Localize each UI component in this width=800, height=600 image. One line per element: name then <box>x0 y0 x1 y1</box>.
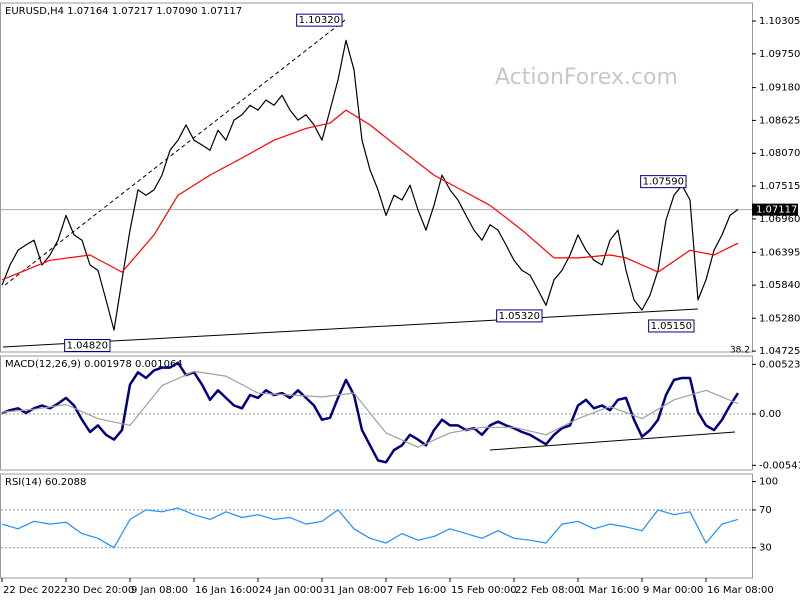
x-tick-label: 22 Dec 2022 <box>3 585 67 596</box>
y-tick-label: 1.08070 <box>759 148 800 159</box>
price-annotation: 1.10320 <box>299 15 340 26</box>
x-tick-label: 7 Feb 16:00 <box>387 585 446 596</box>
series-line <box>1 507 739 549</box>
y-tick-label: 1.04725 <box>759 346 800 357</box>
price-annotation-box <box>64 338 111 352</box>
series-line <box>1 361 740 464</box>
price-annotation-box <box>296 13 343 27</box>
trend-line <box>4 19 346 286</box>
last-price-box <box>752 203 798 216</box>
y-tick-label: 1.06395 <box>759 247 800 258</box>
x-tick-label: 9 Jan 08:00 <box>131 585 188 596</box>
y-tick-label: 100 <box>759 477 778 488</box>
panel-frame <box>0 2 753 353</box>
y-tick-label: 1.08625 <box>759 115 800 126</box>
price-annotation-box <box>640 175 687 189</box>
x-tick-label: 30 Dec 20:00 <box>67 585 134 596</box>
price-annotation: 1.04820 <box>67 340 108 351</box>
price-annotation: 1.05150 <box>651 321 692 332</box>
y-tick-label: -0.005416 <box>759 460 800 471</box>
y-tick-label: 70 <box>759 505 772 516</box>
panel-frame <box>0 473 753 579</box>
panel-frame <box>0 355 753 471</box>
series-line <box>1 370 739 448</box>
y-tick-label: 1.09750 <box>759 49 800 60</box>
price-annotation: 1.05320 <box>499 311 540 322</box>
panel-title: MACD(12,26,9) 0.001978 0.001064 <box>5 359 183 370</box>
price-annotation: 1.07590 <box>643 177 684 188</box>
y-tick-label: 1.07515 <box>759 181 800 192</box>
x-tick-label: 9 Mar 00:00 <box>643 585 703 596</box>
x-tick-label: 16 Mar 08:00 <box>707 585 774 596</box>
y-tick-label: 1.06960 <box>759 214 800 225</box>
x-tick-label: 16 Jan 16:00 <box>195 585 258 596</box>
watermark: ActionForex.com <box>495 65 678 90</box>
x-tick-label: 24 Jan 00:00 <box>259 585 322 596</box>
y-tick-label: 1.05280 <box>759 313 800 324</box>
y-tick-label: 1.05840 <box>759 280 800 291</box>
price-annotation-box <box>648 319 695 333</box>
y-tick-label: 0.005236 <box>759 359 800 370</box>
macd-support-line <box>489 431 736 451</box>
support-line <box>2 308 699 348</box>
x-tick-label: 15 Feb 00:00 <box>451 585 517 596</box>
fib-label: 38.2 <box>730 346 750 356</box>
panel-title: RSI(14) 60.2088 <box>5 477 86 488</box>
panel-title: EURUSD,H4 1.07164 1.07217 1.07090 1.0711… <box>5 6 242 17</box>
y-tick-label: 30 <box>759 543 772 554</box>
series-line <box>1 39 739 331</box>
last-price-label: 1.07117 <box>756 205 797 216</box>
y-tick-label: 1.10305 <box>759 16 800 27</box>
y-tick-label: 1.09180 <box>759 83 800 94</box>
series-line <box>1 109 739 281</box>
price-annotation-box <box>496 309 543 323</box>
x-tick-label: 31 Jan 08:00 <box>323 585 386 596</box>
x-tick-label: 22 Feb 08:00 <box>515 585 581 596</box>
y-tick-label: 0.00 <box>759 409 781 420</box>
x-tick-label: 1 Mar 16:00 <box>579 585 639 596</box>
